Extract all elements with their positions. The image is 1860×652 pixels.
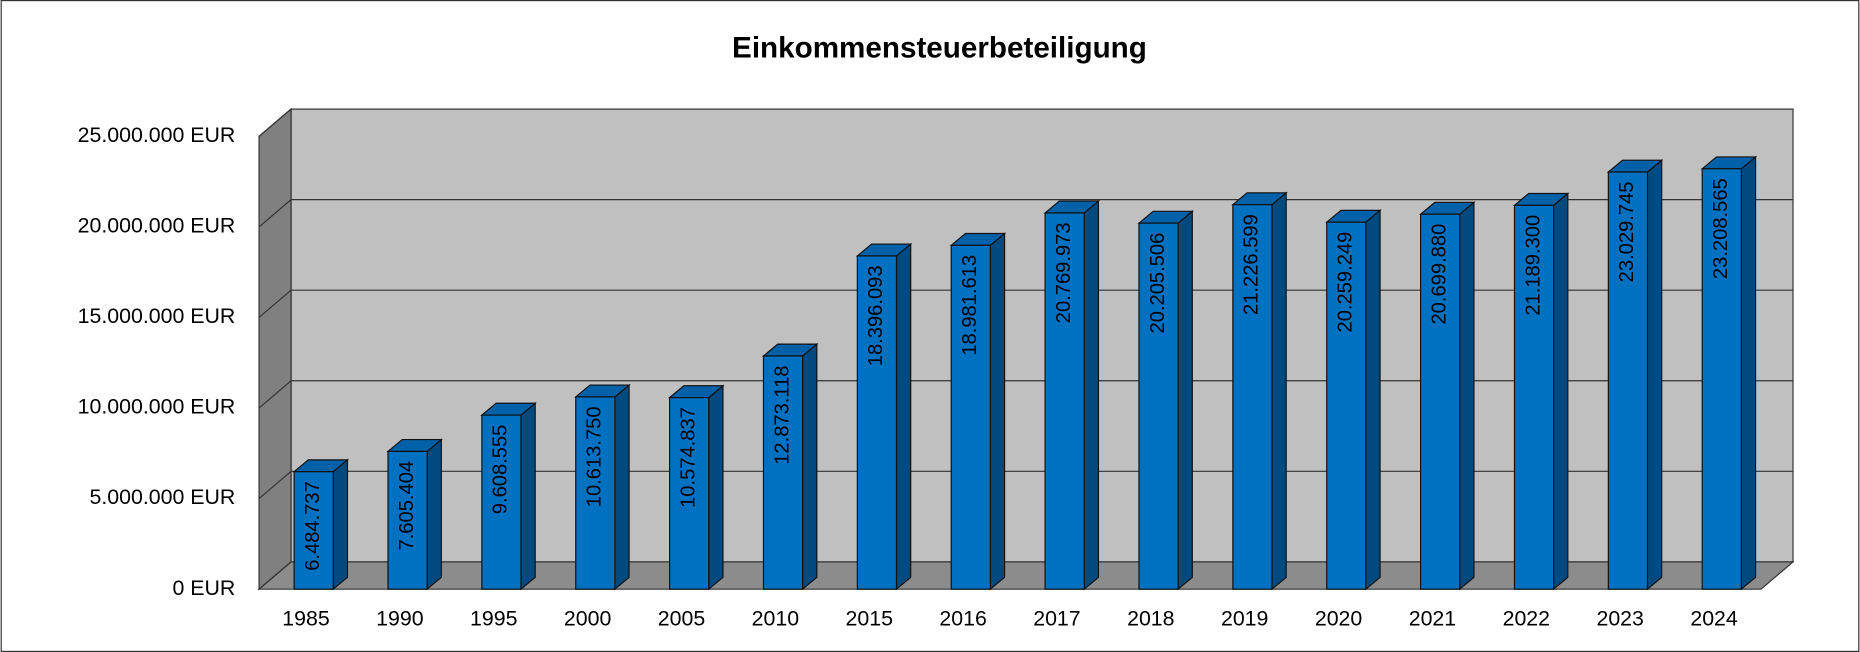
- x-tick-label: 2015: [845, 607, 892, 631]
- x-tick-label: 2020: [1315, 607, 1363, 631]
- bar-side: [1083, 199, 1100, 591]
- bar-side: [708, 384, 724, 591]
- bar-side: [802, 342, 818, 591]
- bar-side: [332, 458, 349, 591]
- x-tick-label: 2017: [1033, 607, 1080, 631]
- data-label: 10.574.837: [677, 407, 699, 508]
- bar-side: [520, 402, 536, 591]
- data-label: 20.699.880: [1428, 224, 1450, 325]
- data-label: 7.605.404: [396, 461, 418, 551]
- bar: [669, 397, 710, 590]
- x-tick-label: 1995: [470, 607, 517, 631]
- data-label: 9.608.555: [490, 425, 512, 515]
- bar-side: [895, 242, 912, 591]
- data-label: 23.029.745: [1616, 181, 1638, 282]
- bar-side: [1459, 201, 1475, 591]
- data-label: 20.205.506: [1147, 233, 1169, 334]
- grid-line: [258, 108, 1794, 137]
- data-label: 18.981.613: [959, 255, 981, 356]
- y-tick-label: 15.000.000 EUR: [78, 304, 236, 328]
- x-tick-label: 2024: [1690, 607, 1738, 631]
- bar: [950, 244, 991, 590]
- grid-line: [258, 470, 1794, 500]
- x-tick-label: 2022: [1503, 607, 1550, 631]
- grid-line: [258, 380, 1794, 409]
- bar-side: [1365, 209, 1381, 591]
- data-label: 21.189.300: [1522, 215, 1544, 316]
- data-label: 20.259.249: [1335, 232, 1357, 333]
- y-tick-label: 25.000.000 EUR: [78, 123, 236, 147]
- data-label: 23.208.565: [1710, 178, 1732, 279]
- x-tick-label: 2000: [564, 607, 612, 631]
- bar-side: [614, 383, 630, 591]
- bar: [387, 450, 428, 590]
- bar-side: [1740, 155, 1757, 591]
- bar: [1044, 212, 1085, 590]
- data-label: 18.396.093: [865, 265, 887, 366]
- x-tick-label: 2018: [1127, 607, 1174, 631]
- bar: [1420, 213, 1461, 590]
- x-tick-label: 2019: [1221, 607, 1268, 631]
- bar: [856, 255, 898, 590]
- bar: [1326, 221, 1367, 590]
- bar: [1232, 204, 1273, 590]
- grid-line: [258, 561, 1794, 590]
- bar: [1513, 204, 1555, 590]
- bar-side: [989, 232, 1006, 591]
- data-label: 21.226.599: [1241, 214, 1263, 315]
- bar: [293, 471, 334, 590]
- y-tick-label: 5.000.000 EUR: [89, 485, 235, 509]
- x-tick-label: 2005: [658, 607, 705, 631]
- bar-side: [1177, 210, 1193, 591]
- bar: [1138, 222, 1179, 590]
- side-wall: [258, 107, 292, 591]
- x-tick-label: 2021: [1409, 607, 1456, 631]
- bar: [1701, 168, 1742, 590]
- y-tick-label: 0 EUR: [172, 576, 235, 600]
- grid-line: [258, 199, 1794, 228]
- data-label: 6.484.737: [302, 481, 324, 571]
- x-tick-label: 1985: [282, 607, 329, 631]
- x-tick-label: 1990: [376, 607, 424, 631]
- bar: [481, 414, 522, 590]
- bar-side: [1646, 158, 1663, 591]
- data-label: 20.769.973: [1053, 222, 1075, 323]
- x-tick-label: 2010: [752, 607, 800, 631]
- bar: [575, 396, 616, 590]
- bar: [762, 355, 804, 590]
- bar-side: [1552, 192, 1569, 591]
- y-tick-label: 20.000.000 EUR: [78, 214, 236, 238]
- x-tick-label: 2016: [939, 607, 986, 631]
- grid-line: [258, 289, 1794, 318]
- y-tick-label: 10.000.000 EUR: [78, 395, 236, 419]
- bar: [1607, 171, 1649, 590]
- bar-side: [1271, 191, 1287, 591]
- chart-title: Einkommensteuerbeteiligung: [732, 32, 1147, 65]
- x-tick-label: 2023: [1596, 607, 1643, 631]
- data-label: 12.873.118: [771, 365, 793, 464]
- data-label: 10.613.750: [584, 406, 606, 507]
- bar-side: [426, 438, 442, 591]
